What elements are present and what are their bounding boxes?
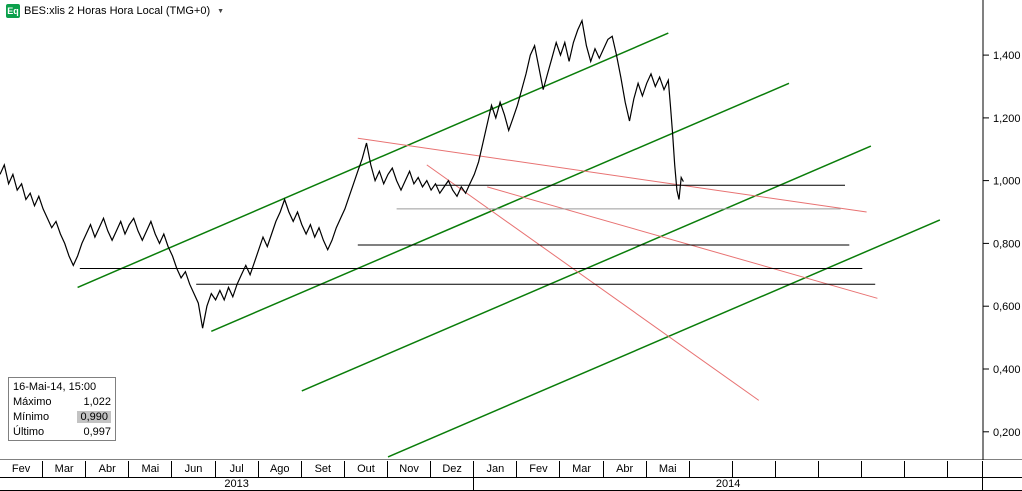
price-chart-canvas[interactable]: 1,400 1,200 1,000 0,800 0,600 0,400 0,200 [0,0,1022,460]
y-axis-tick-label: 0,800 [993,238,1021,250]
trend-line-red-2[interactable] [487,186,878,299]
x-axis-empty-cell [948,461,983,477]
x-axis-month-cell-mai-3: Mai [129,461,173,477]
trend-line-green-1[interactable] [77,32,669,289]
x-axis-month-cell-jan-11: Jan [474,461,518,477]
x-axis-month-cell-mar-1: Mar [43,461,87,477]
data-window-row-1: Mínimo 0,990 [9,410,115,425]
x-axis-year-label-2013: 2013 [0,478,475,490]
data-window-row-0: Máximo 1,022 [9,395,115,410]
data-window-row-2: Último 0,997 [9,425,115,440]
x-axis-empty-cell [776,461,820,477]
x-axis-empty-cell [905,461,949,477]
x-axis-month-cell-abr-2: Abr [86,461,130,477]
high-value: 1,022 [83,396,111,408]
instrument-title[interactable]: BES:xlis 2 Horas Hora Local (TMG+0) [24,5,211,17]
trend-line-red-3[interactable] [426,164,760,401]
x-axis-month-cell-jul-5: Jul [215,461,259,477]
x-axis-month-cell-jun-4: Jun [172,461,216,477]
x-axis-month-cell-out-8: Out [344,461,388,477]
y-axis-tick-label: 0,200 [993,427,1021,439]
x-axis-empty-cell [732,461,776,477]
y-axis-tick-label: 1,400 [993,50,1021,62]
x-axis: Fev Mar Abr Mai Jun Jul Ago Set Out Nov Dez Jan Fev M… [0,460,1022,477]
high-label: Máximo [13,396,52,408]
x-axis-month-cell-set-7: Set [301,461,345,477]
trend-line-green-4[interactable] [387,219,941,458]
x-axis-month-cell-mai-15: Mai [646,461,690,477]
low-label: Mínimo [13,411,50,423]
y-axis-tick-label: 0,600 [993,301,1021,313]
x-axis-month-cell-dez-10: Dez [431,461,475,477]
x-axis-years: 2013 2014 [0,477,1022,491]
x-axis-empty-cell [862,461,906,477]
trend-line-red-1[interactable] [357,137,867,213]
data-window[interactable]: 16-Mai-14, 15:00 Máximo 1,022 Mínimo 0,9… [8,377,116,441]
x-axis-month-cell-abr-14: Abr [603,461,647,477]
equity-type-badge: Eq [6,4,20,18]
low-value: 0,990 [77,411,111,423]
chevron-down-icon[interactable]: ▼ [217,7,225,15]
x-axis-month-cell-mar-13: Mar [560,461,604,477]
chart-header: Eq BES:xlis 2 Horas Hora Local (TMG+0) ▼ [6,4,224,18]
last-label: Último [13,426,45,438]
y-axis-tick-label: 1,000 [993,176,1021,188]
x-axis-empty-cell [689,461,733,477]
last-value: 0,997 [83,426,111,438]
x-axis-month-cell-nov-9: Nov [388,461,432,477]
x-axis-month-cell-fev-12: Fev [517,461,561,477]
price-series [0,18,684,329]
x-axis-year-label-2014: 2014 [474,478,983,490]
x-axis-month-cell-fev-0: Fev [0,461,44,477]
y-axis-tick-label: 0,400 [993,364,1021,376]
data-window-timestamp: 16-Mai-14, 15:00 [13,381,97,393]
x-axis-empty-cell [819,461,863,477]
y-axis-tick-label: 1,200 [993,113,1021,125]
x-axis-month-cell-ago-6: Ago [258,461,302,477]
trend-line-green-2[interactable] [211,82,790,332]
